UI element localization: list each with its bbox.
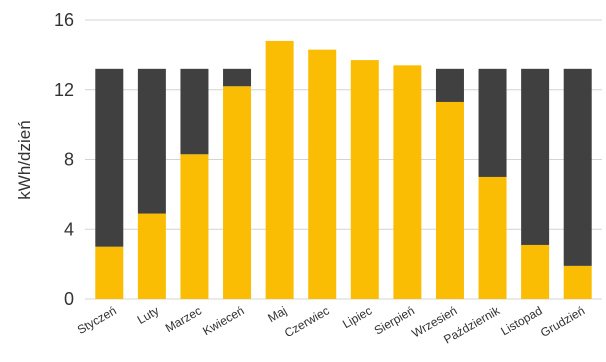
- y-axis-ticks: 0 4 8 12 16: [54, 10, 74, 309]
- bar-segment-dark: [95, 68, 124, 247]
- y-axis-label: kWh/dzień: [15, 120, 34, 199]
- bar-segment-yellow: [180, 154, 209, 299]
- bar-segment-yellow: [521, 244, 550, 299]
- y-tick-label: 0: [64, 289, 74, 309]
- bar-segment-dark: [563, 68, 592, 266]
- bar-segment-yellow: [265, 40, 294, 300]
- y-tick-label: 16: [54, 10, 74, 30]
- y-tick-label: 8: [64, 150, 74, 170]
- bar-segment-yellow: [435, 101, 464, 299]
- x-tick-label: Lipiec: [340, 303, 374, 331]
- bar-segment-dark: [180, 68, 209, 155]
- bar-segment-dark: [435, 68, 464, 102]
- grid-lines: [85, 19, 602, 300]
- bar-segment-yellow: [563, 265, 592, 299]
- x-tick-label: Grudzień: [538, 303, 587, 339]
- x-tick-label: Luty: [135, 303, 162, 326]
- y-tick-label: 12: [54, 80, 74, 100]
- bar-segment-yellow: [393, 65, 422, 300]
- y-tick-label: 4: [64, 219, 74, 239]
- bar-segment-yellow: [223, 86, 252, 299]
- x-tick-label: Styczeń: [75, 303, 119, 336]
- bar-segment-yellow: [350, 60, 379, 300]
- bars: [95, 40, 592, 300]
- x-tick-label: Listopad: [498, 303, 544, 338]
- x-tick-label: Czerwiec: [282, 303, 332, 340]
- bar-segment-yellow: [478, 176, 507, 299]
- bar-segment-dark: [521, 68, 550, 245]
- bar-segment-dark: [223, 68, 252, 87]
- bar-segment-yellow: [308, 49, 337, 299]
- bar-segment-dark: [137, 68, 166, 214]
- bar-segment-yellow: [137, 213, 166, 299]
- x-tick-label: Maj: [265, 303, 289, 325]
- x-tick-label: Kwieceń: [200, 303, 246, 338]
- bar-segment-dark: [478, 68, 507, 177]
- x-tick-label: Sierpień: [372, 303, 417, 337]
- bar-segment-yellow: [95, 246, 124, 299]
- x-tick-label: Marzec: [163, 303, 204, 335]
